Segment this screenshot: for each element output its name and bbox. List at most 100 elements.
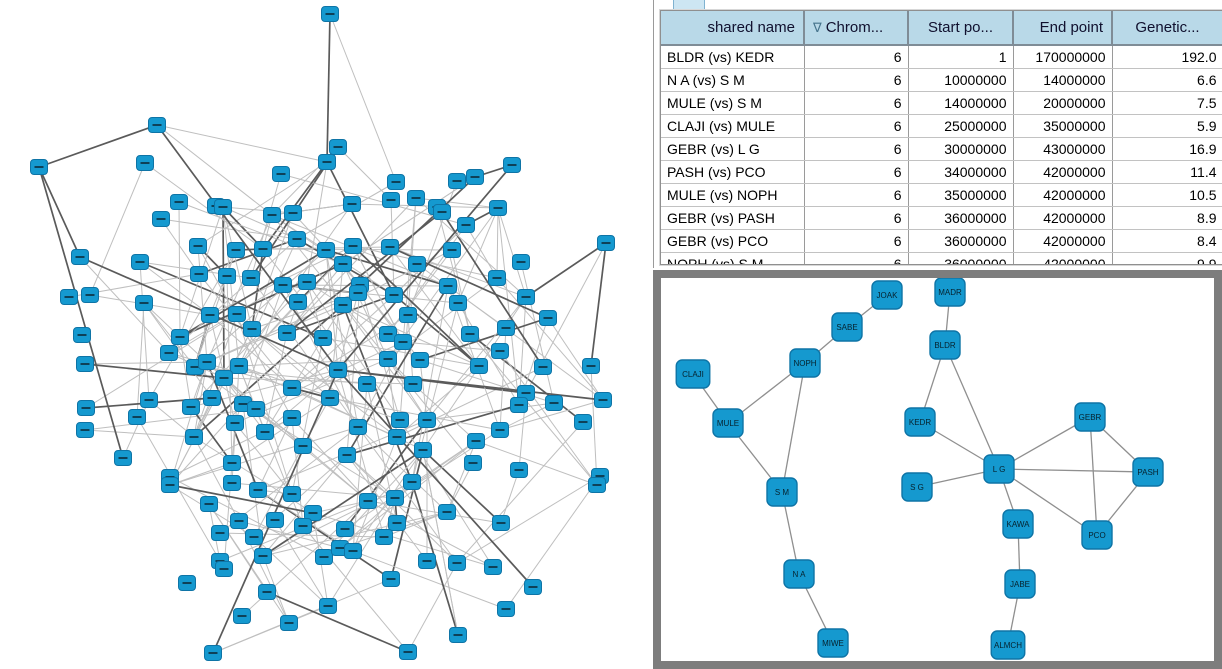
column-header-sharedname[interactable]: shared name [661,11,805,46]
subnetwork-node-madr[interactable]: MADR [934,278,966,307]
network-node[interactable] [534,359,552,375]
table-cell[interactable]: 1 [908,45,1014,69]
subnetwork-node-bldr[interactable]: BLDR [929,330,961,360]
network-node[interactable] [242,270,260,286]
network-node[interactable] [358,376,376,392]
network-node[interactable] [272,166,290,182]
network-node[interactable] [457,217,475,233]
network-node[interactable] [433,204,451,220]
table-row[interactable]: MULE (vs) S M 6 14000000 20000000 7.5 [661,91,1222,115]
network-node[interactable] [359,493,377,509]
network-node[interactable] [403,474,421,490]
network-node[interactable] [443,242,461,258]
network-node[interactable] [256,424,274,440]
table-cell[interactable]: 8.9 [1112,206,1222,230]
network-node[interactable] [510,462,528,478]
subnetwork-node-joak[interactable]: JOAK [871,280,903,310]
network-node[interactable] [391,412,409,428]
network-node[interactable] [318,154,336,170]
table-cell[interactable]: 16.9 [1112,137,1222,161]
network-node[interactable] [404,376,422,392]
network-node[interactable] [73,327,91,343]
subnetwork-node-pco[interactable]: PCO [1081,520,1113,550]
network-node[interactable] [489,200,507,216]
network-node[interactable] [388,429,406,445]
table-cell[interactable]: 25000000 [908,114,1014,138]
table-row[interactable]: GEBR (vs) L G 6 30000000 43000000 16.9 [661,137,1222,161]
network-node[interactable] [214,199,232,215]
subnetwork-node-kawa[interactable]: KAWA [1002,509,1034,539]
network-node[interactable] [497,601,515,617]
table-row[interactable]: MULE (vs) NOPH 6 35000000 42000000 10.5 [661,183,1222,207]
subnetwork-node-pash[interactable]: PASH [1132,457,1164,487]
network-node[interactable] [407,190,425,206]
table-cell[interactable]: 42000000 [1013,229,1113,253]
subnetwork-node-miwe[interactable]: MIWE [817,628,849,658]
network-node[interactable] [178,575,196,591]
network-node[interactable] [438,504,456,520]
table-cell[interactable]: 42000000 [1013,183,1113,207]
network-node[interactable] [539,310,557,326]
filter-icon[interactable]: ∇ [813,20,822,35]
table-cell[interactable]: GEBR (vs) PASH [661,206,805,230]
network-node[interactable] [343,196,361,212]
network-node[interactable] [344,238,362,254]
network-node[interactable] [449,295,467,311]
network-node[interactable] [76,422,94,438]
network-node[interactable] [230,358,248,374]
table-row[interactable]: GEBR (vs) PASH 6 36000000 42000000 8.9 [661,206,1222,230]
network-node[interactable] [283,410,301,426]
column-header-genetic[interactable]: Genetic... [1112,11,1222,46]
table-cell[interactable]: BLDR (vs) KEDR [661,45,805,69]
network-node[interactable] [223,475,241,491]
network-node[interactable] [201,307,219,323]
network-node[interactable] [394,334,412,350]
network-node[interactable] [71,249,89,265]
network-node[interactable] [128,409,146,425]
network-node[interactable] [334,256,352,272]
network-node[interactable] [510,397,528,413]
network-node[interactable] [315,549,333,565]
network-node[interactable] [492,515,510,531]
network-node[interactable] [304,505,322,521]
network-node[interactable] [375,529,393,545]
table-cell[interactable]: 6 [804,114,909,138]
network-node[interactable] [203,390,221,406]
main-network-canvas[interactable] [0,0,650,669]
network-node[interactable] [329,139,347,155]
network-node[interactable] [230,513,248,529]
table-cell[interactable]: 36000000 [908,252,1014,264]
table-cell[interactable]: 42000000 [1013,160,1113,184]
network-node[interactable] [288,231,306,247]
table-cell[interactable]: 36000000 [908,206,1014,230]
network-node[interactable] [448,555,466,571]
network-node[interactable] [588,477,606,493]
table-cell[interactable]: 6 [804,183,909,207]
table-cell[interactable]: 6 [804,91,909,115]
network-node[interactable] [280,615,298,631]
network-node[interactable] [329,362,347,378]
table-cell[interactable]: 192.0 [1112,45,1222,69]
network-node[interactable] [379,351,397,367]
network-node[interactable] [254,548,272,564]
network-node[interactable] [321,6,339,22]
network-node[interactable] [334,297,352,313]
table-cell[interactable]: 30000000 [908,137,1014,161]
network-node[interactable] [388,515,406,531]
network-node[interactable] [317,242,335,258]
network-node[interactable] [344,543,362,559]
table-row[interactable]: CLAJI (vs) MULE 6 25000000 35000000 5.9 [661,114,1222,138]
subnetwork-node-almch[interactable]: ALMCH [990,630,1026,660]
network-node[interactable] [574,414,592,430]
network-node[interactable] [289,294,307,310]
subnetwork-node-gebr[interactable]: GEBR [1074,402,1106,432]
network-node[interactable] [582,358,600,374]
network-node[interactable] [512,254,530,270]
network-node[interactable] [284,205,302,221]
network-node[interactable] [254,241,272,257]
column-header-chrom[interactable]: ∇ Chrom... [804,11,909,46]
network-node[interactable] [226,415,244,431]
network-node[interactable] [204,645,222,661]
network-node[interactable] [524,579,542,595]
network-node[interactable] [545,395,563,411]
